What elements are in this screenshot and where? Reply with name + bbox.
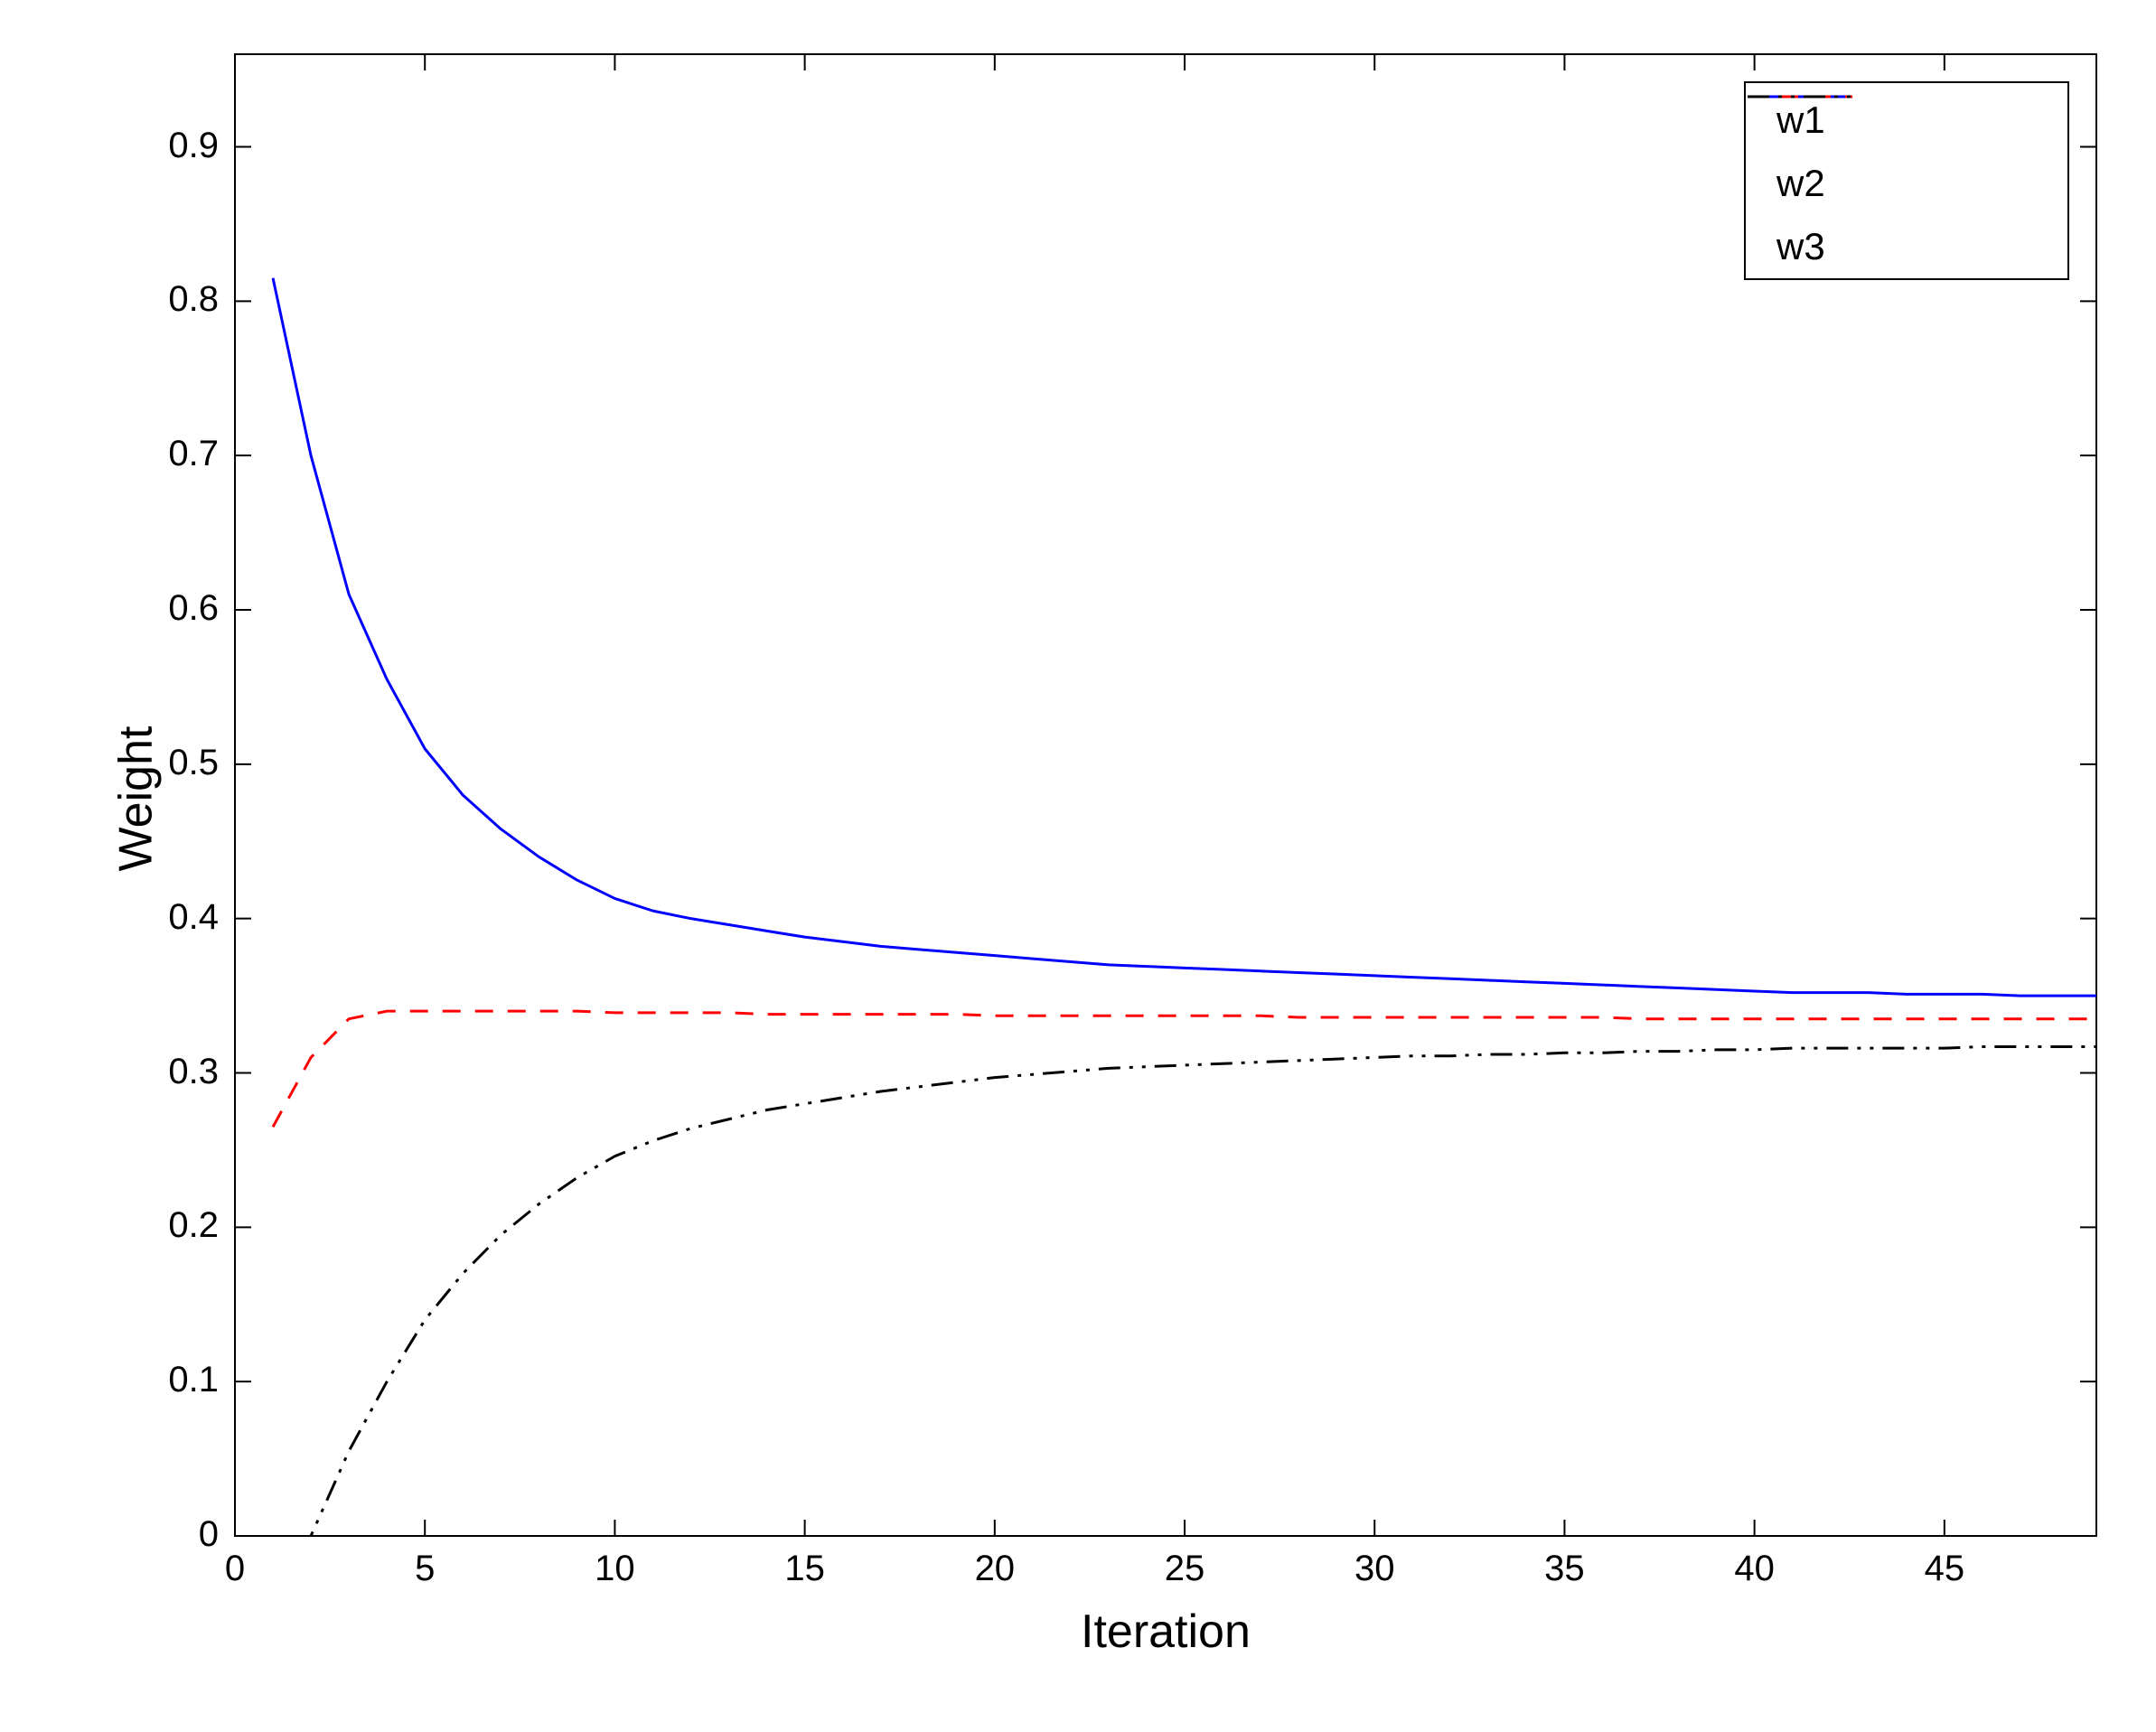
y-tick-label: 0.5 — [168, 743, 219, 783]
legend-label-w3: w3 — [1776, 225, 1825, 268]
weight-iteration-chart: Weight Iteration w1w2w3 0 5 10 15 20 25 30 35 40… — [0, 0, 2156, 1732]
legend: w1w2w3 — [1744, 81, 2069, 280]
x-tick-label: 5 — [398, 1549, 452, 1589]
y-tick-label: 0.4 — [168, 897, 219, 938]
y-axis-title: Weight — [108, 726, 163, 872]
x-tick-label: 15 — [778, 1549, 832, 1589]
x-tick-label: 30 — [1347, 1549, 1401, 1589]
legend-label-w2: w2 — [1776, 162, 1825, 205]
series-w2 — [273, 1011, 2096, 1127]
x-axis-title: Iteration — [1081, 1605, 1251, 1659]
legend-swatch-w3 — [1746, 83, 1854, 110]
y-tick-label: 0.9 — [168, 126, 219, 166]
y-tick-label: 0.6 — [168, 588, 219, 629]
y-tick-label: 0 — [199, 1514, 219, 1555]
x-tick-label: 35 — [1537, 1549, 1591, 1589]
legend-entry-w2: w2 — [1758, 152, 2055, 215]
x-tick-label: 25 — [1158, 1549, 1212, 1589]
y-tick-label: 0.2 — [168, 1205, 219, 1246]
x-tick-label: 40 — [1728, 1549, 1782, 1589]
x-tick-label: 10 — [587, 1549, 642, 1589]
y-tick-label: 0.7 — [168, 434, 219, 474]
y-tick-label: 0.8 — [168, 279, 219, 320]
legend-entry-w3: w3 — [1758, 215, 2055, 278]
series-w1 — [273, 278, 2096, 996]
x-tick-label: 20 — [968, 1549, 1022, 1589]
y-tick-label: 0.3 — [168, 1052, 219, 1092]
x-tick-label: 45 — [1917, 1549, 1972, 1589]
y-tick-label: 0.1 — [168, 1360, 219, 1400]
